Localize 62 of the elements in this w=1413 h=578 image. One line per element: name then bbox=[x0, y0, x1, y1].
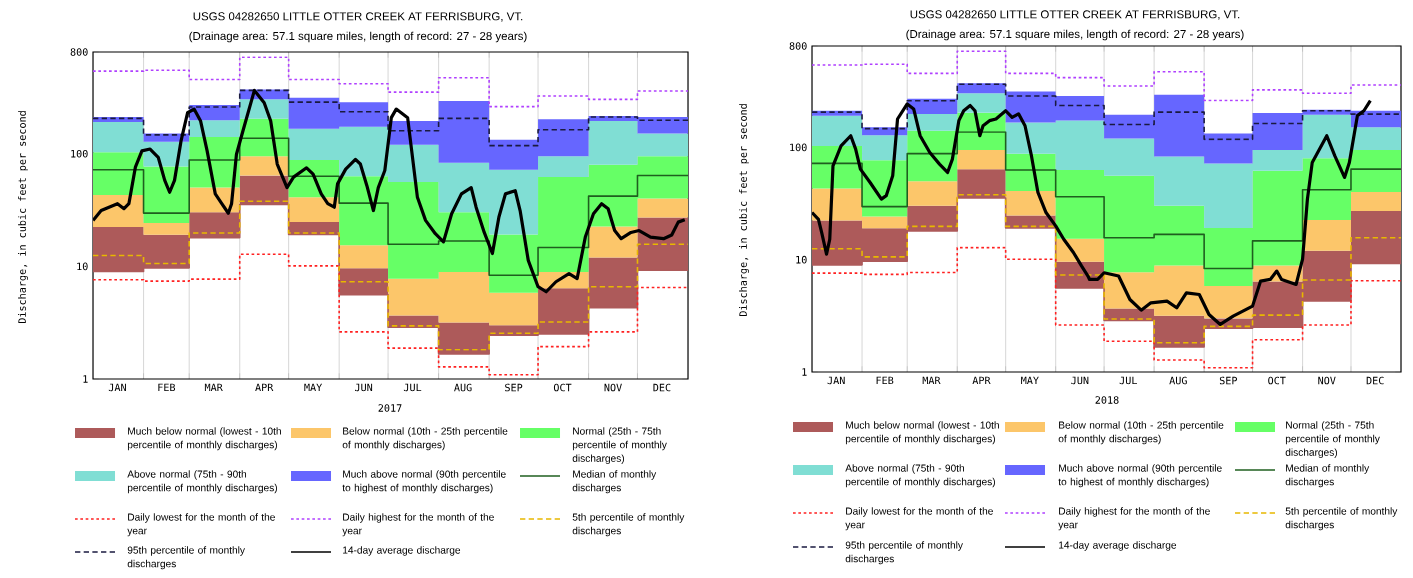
legend-label: Above normal (75th - 90th percentile of monthly discharges) bbox=[127, 470, 277, 494]
x-tick-label: AUG bbox=[1169, 376, 1187, 385]
x-tick-label: JAN bbox=[108, 383, 126, 392]
x-tick-label: JUL bbox=[403, 383, 422, 392]
legend-label: Much below normal (lowest - 10th percentile of monthly discharges) bbox=[127, 427, 281, 451]
x-tick-label: JUN bbox=[1071, 376, 1089, 385]
y-tick-label: 800 bbox=[789, 42, 807, 50]
legend-label: 5th percentile of monthly discharges bbox=[1285, 507, 1398, 531]
x-tick-label: DEC bbox=[653, 383, 671, 392]
x-tick-label: MAY bbox=[304, 383, 323, 392]
legend-label: Median of monthly discharges bbox=[1285, 464, 1370, 488]
x-tick-label: NOV bbox=[1318, 376, 1336, 385]
chart-title: USGS 04282650 LITTLE OTTER CREEK AT FERRISBURG, VT. bbox=[193, 12, 523, 22]
legend-label: Daily lowest for the month of the year bbox=[127, 513, 275, 537]
y-tick-label: 800 bbox=[70, 48, 88, 56]
legend-label: Below normal (10th - 25th percentile of monthly discharges) bbox=[342, 427, 508, 451]
legend-label: 95th percentile of monthly discharges bbox=[845, 541, 963, 565]
x-tick-label: JAN bbox=[827, 376, 845, 385]
legend-label: Much above normal (90th percentile to highest of monthly discharges) bbox=[1058, 464, 1222, 488]
legend-label: Daily highest for the month of the year bbox=[342, 513, 494, 537]
legend-label: Normal (25th - 75th percentile of monthly discharges) bbox=[1285, 421, 1380, 458]
x-tick-label: SEP bbox=[1219, 376, 1238, 385]
x-tick-label: FEB bbox=[158, 383, 176, 392]
legend-label: 5th percentile of monthly discharges bbox=[572, 513, 685, 537]
y-tick-label: 100 bbox=[790, 143, 807, 152]
y-tick-label: 100 bbox=[71, 149, 88, 158]
chart-title: USGS 04282650 LITTLE OTTER CREEK AT FERRISBURG, VT. bbox=[910, 10, 1240, 20]
x-tick-label: APR bbox=[255, 383, 274, 392]
x-tick-label: JUL bbox=[1119, 376, 1137, 385]
legend-label: Daily highest for the month of the year bbox=[1058, 507, 1210, 531]
x-tick-label: MAR bbox=[922, 376, 941, 385]
legend-label: Median of monthly discharges bbox=[572, 470, 657, 494]
x-tick-label: OCT bbox=[1268, 376, 1286, 385]
legend-label: Much below normal (lowest - 10th percentile of monthly discharges) bbox=[845, 421, 999, 445]
y-tick-label: 1 bbox=[802, 368, 807, 376]
y-axis-title: Discharge, in cubic feet per second bbox=[18, 111, 28, 324]
x-tick-label: MAR bbox=[204, 383, 223, 392]
y-axis-title: Discharge, in cubic feet per second bbox=[739, 104, 749, 317]
x-tick-label: MAY bbox=[1021, 376, 1039, 385]
x-tick-label: AUG bbox=[454, 383, 472, 392]
legend-label: 14-day average discharge bbox=[343, 546, 461, 556]
y-tick-label: 10 bbox=[77, 262, 88, 271]
x-tick-label: DEC bbox=[1366, 376, 1384, 385]
chart-subtitle: (Drainage area: 57.1 square miles, length of record: 27 - 28 years) bbox=[906, 29, 1244, 41]
x-axis-title: 2018 bbox=[1095, 396, 1119, 404]
x-tick-label: OCT bbox=[553, 383, 572, 392]
legend-label: Above normal (75th - 90th percentile of monthly discharges) bbox=[845, 464, 995, 488]
y-tick-label: 1 bbox=[83, 375, 88, 383]
x-tick-label: FEB bbox=[876, 376, 894, 385]
x-tick-label: APR bbox=[972, 376, 991, 385]
legend-label: Normal (25th - 75th percentile of monthly discharges) bbox=[572, 427, 667, 464]
chart-subtitle: (Drainage area: 57.1 square miles, length of record: 27 - 28 years) bbox=[189, 31, 527, 43]
x-tick-label: JUN bbox=[355, 383, 373, 392]
legend-label: Daily lowest for the month of the year bbox=[845, 507, 993, 531]
x-tick-label: SEP bbox=[505, 383, 523, 392]
legend-label: 95th percentile of monthly discharges bbox=[127, 546, 245, 570]
x-tick-label: NOV bbox=[604, 383, 622, 392]
legend-label: 14-day average discharge bbox=[1059, 541, 1177, 551]
legend-label: Much above normal (90th percentile to highest of monthly discharges) bbox=[342, 470, 506, 494]
legend-label: Below normal (10th - 25th percentile of monthly discharges) bbox=[1058, 421, 1224, 445]
x-axis-title: 2017 bbox=[378, 404, 402, 412]
y-tick-label: 10 bbox=[796, 255, 807, 264]
